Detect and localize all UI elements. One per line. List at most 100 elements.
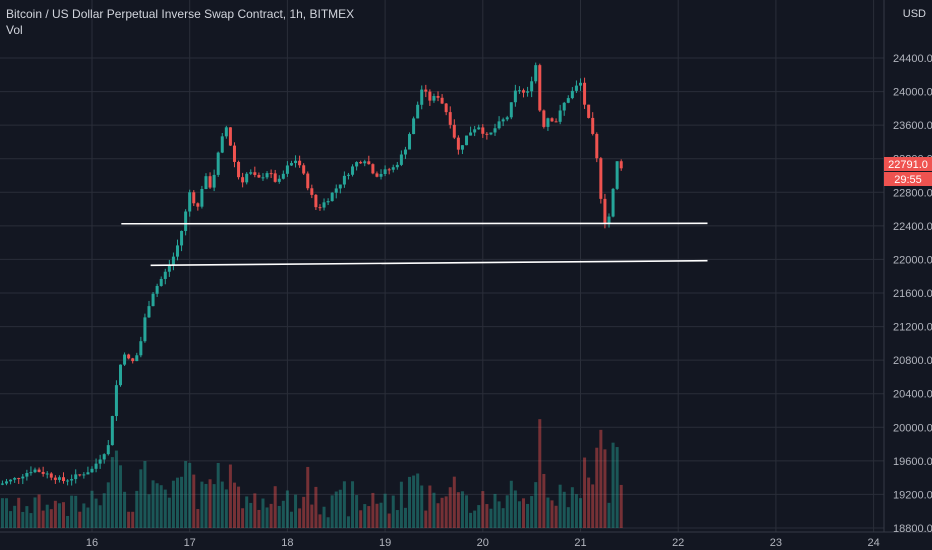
candle-body (159, 278, 163, 286)
candle-body (367, 161, 371, 165)
candle-body (538, 65, 542, 111)
volume-bar (375, 503, 379, 528)
candle-body (371, 164, 375, 174)
candle-body (534, 65, 538, 82)
date-tick-label: 23 (770, 537, 782, 549)
volume-bar (294, 494, 298, 528)
volume-bar (322, 506, 326, 528)
volume-bar (351, 481, 355, 528)
volume-bar (163, 489, 167, 528)
volume-bar (131, 511, 135, 528)
candle-body (37, 469, 41, 472)
volume-bar (90, 490, 94, 528)
horizontal-line (150, 259, 708, 267)
date-tick-label: 18 (281, 537, 293, 549)
candle-body (25, 473, 29, 477)
volume-bar (5, 498, 9, 528)
volume-indicator-label[interactable]: Vol (6, 23, 23, 37)
volume-bar (342, 481, 346, 528)
volume-bar (509, 480, 513, 528)
candle-body (13, 478, 17, 480)
volume-bar (281, 500, 285, 528)
volume-bar (485, 504, 489, 528)
volume-bar (538, 419, 542, 528)
candle-body (175, 245, 179, 257)
currency-label[interactable]: USD (902, 8, 926, 20)
candle-body (143, 317, 147, 342)
candle-body (587, 104, 591, 118)
candle-body (330, 192, 334, 202)
volume-bar (9, 511, 13, 528)
time-axis[interactable]: 16 17 18 19 20 21 22 23 24 (86, 537, 880, 549)
candle-body (615, 161, 619, 189)
candle-body (412, 118, 416, 135)
volume-bar (66, 515, 70, 528)
chart-header: Bitcoin / US Dollar Perpetual Inverse Sw… (6, 6, 354, 38)
candle-body (82, 474, 86, 476)
volume-bar (465, 495, 469, 528)
symbol-title[interactable]: Bitcoin / US Dollar Perpetual Inverse Sw… (6, 7, 355, 21)
volume-bar (399, 481, 403, 528)
volume-bar (269, 503, 273, 528)
candle-body (591, 117, 595, 134)
candle-body (318, 207, 322, 209)
volume-bar (285, 490, 289, 528)
volume-bar (175, 477, 179, 528)
volume-bar (114, 450, 118, 528)
volume-bar (432, 492, 436, 528)
candle-body (473, 129, 477, 133)
candle-body (21, 476, 25, 479)
volume-bar (318, 514, 322, 528)
price-axis[interactable]: 18800.0 19200.0 19600.0 20000.0 20400.0 20800… (893, 53, 932, 535)
volume-bar (408, 476, 412, 528)
volume-bar (526, 503, 530, 528)
volume-bar (334, 491, 338, 528)
date-tick-label: 16 (86, 537, 98, 549)
candle-body (53, 477, 57, 480)
price-tick-label: 20800.0 (893, 355, 932, 367)
volume-bar (615, 447, 619, 528)
volume-bar (232, 482, 236, 528)
candle-body (139, 341, 143, 356)
candle-body (456, 137, 460, 150)
candle-body (583, 82, 587, 105)
volume-bar (456, 492, 460, 528)
volume-bar (289, 511, 293, 528)
candle-body (550, 118, 554, 122)
volume-bar (481, 491, 485, 528)
candlesticks (0, 62, 623, 486)
volume-bar (359, 510, 363, 528)
candle-body (481, 127, 485, 134)
candle-body (184, 211, 188, 231)
volume-bar (505, 495, 509, 528)
candle-body (41, 471, 45, 474)
candle-body (135, 355, 139, 362)
volume-bar (196, 509, 200, 528)
candle-body (57, 477, 61, 480)
candle-body (45, 473, 49, 475)
volume-bar (355, 495, 359, 528)
candle-body (127, 354, 131, 359)
volume-bar (257, 509, 261, 528)
volume-bar (534, 482, 538, 528)
price-tick-label: 22400.0 (893, 221, 932, 233)
volume-bar (501, 508, 505, 528)
volume-bar (17, 497, 21, 528)
volume-bar (159, 485, 163, 528)
last-price-tag: 22791.0 29:55 (884, 157, 932, 186)
date-tick-label: 24 (867, 537, 879, 549)
candle-body (403, 149, 407, 155)
volume-bar (513, 490, 517, 528)
candle-body (9, 479, 13, 482)
candle-body (118, 364, 122, 386)
candle-body (489, 132, 493, 135)
volume-bar (517, 501, 521, 528)
candle-body (526, 91, 530, 93)
volume-bar (70, 495, 74, 528)
candle-body (420, 89, 424, 105)
volume-bar (460, 491, 464, 528)
candle-body (281, 173, 285, 179)
volume-bar (477, 505, 481, 528)
volume-bar (216, 462, 220, 528)
